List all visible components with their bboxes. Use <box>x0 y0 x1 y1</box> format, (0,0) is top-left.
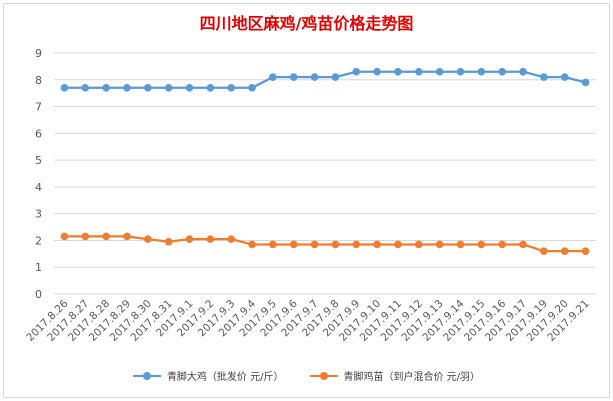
legend-swatch-series-1 <box>132 371 161 381</box>
series-2-point <box>435 240 444 249</box>
chart-legend: 青脚大鸡（批发价 元/斤） 青脚鸡苗（到户混合价 元/羽） <box>0 368 613 383</box>
series-2-point <box>540 247 548 256</box>
series-1-point <box>540 73 548 81</box>
series-1-point <box>185 83 194 92</box>
series-2-point <box>519 240 527 249</box>
series-1-point <box>352 67 361 76</box>
series-1-point <box>310 73 319 81</box>
y-tick-label: 9 <box>35 47 42 60</box>
series-2-point <box>456 240 465 249</box>
series-1-point <box>560 73 569 81</box>
series-1-point <box>60 83 69 92</box>
series-1-point <box>456 67 465 76</box>
series-1-point <box>498 67 507 76</box>
series-2-point <box>373 240 381 249</box>
series-2-point <box>60 232 69 241</box>
y-tick-label: 1 <box>35 261 42 274</box>
y-tick-label: 2 <box>35 234 42 247</box>
series-2-point <box>498 240 507 249</box>
series-2-point <box>164 237 173 246</box>
chart-frame <box>3 3 610 398</box>
series-1-point <box>102 83 110 92</box>
series-2-point <box>289 240 298 249</box>
series-1-point <box>414 67 423 76</box>
legend-label-series-2: 青脚鸡苗（到户混合价 元/羽） <box>343 372 481 383</box>
series-2-point <box>310 240 319 249</box>
y-tick-label: 6 <box>35 127 42 140</box>
legend-item-series-2: 青脚鸡苗（到户混合价 元/羽） <box>309 368 481 383</box>
series-1-point <box>123 83 131 92</box>
series-1-point <box>519 67 527 76</box>
series-1-point <box>227 83 236 92</box>
series-1-point <box>164 83 173 92</box>
series-2-point <box>248 240 256 249</box>
series-2-point <box>352 240 361 249</box>
y-tick-label: 8 <box>35 74 42 87</box>
legend-item-series-1: 青脚大鸡（批发价 元/斤） <box>132 368 284 383</box>
legend-swatch-series-2 <box>309 371 338 381</box>
series-2-point <box>331 240 340 249</box>
y-tick-label: 7 <box>35 101 42 114</box>
y-tick-label: 3 <box>35 208 42 221</box>
series-2-point <box>123 232 131 241</box>
series-1-point <box>373 67 381 76</box>
series-2-point <box>227 235 236 243</box>
series-1-point <box>248 83 256 92</box>
series-2-point <box>185 235 194 243</box>
series-1-point <box>581 78 590 87</box>
series-1-point <box>206 83 215 92</box>
series-2-point <box>269 240 277 249</box>
series-2-point <box>206 235 215 243</box>
series-1-point <box>331 73 340 81</box>
series-1-point <box>289 73 298 81</box>
series-2-point <box>477 240 486 249</box>
series-1-point <box>394 67 402 76</box>
chart-title: 四川地区麻鸡/鸡苗价格走势图 <box>199 14 414 33</box>
series-1-point <box>435 67 444 76</box>
series-2-point <box>560 247 569 256</box>
series-2-point <box>81 232 90 241</box>
series-2-point <box>102 232 110 241</box>
series-2-point <box>143 235 152 243</box>
y-tick-label: 4 <box>35 181 42 194</box>
series-1-point <box>269 73 277 81</box>
y-tick-label: 0 <box>35 288 42 301</box>
series-1-point <box>477 67 486 76</box>
series-2-line <box>64 235 586 253</box>
series-2-point <box>414 240 423 249</box>
series-1-point <box>143 83 152 92</box>
legend-label-series-1: 青脚大鸡（批发价 元/斤） <box>166 372 284 383</box>
series-2-point <box>394 240 402 249</box>
y-tick-label: 5 <box>35 154 42 167</box>
series-1-point <box>81 83 90 92</box>
series-2-point <box>581 247 590 256</box>
